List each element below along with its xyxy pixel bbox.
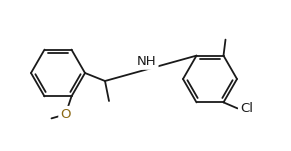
Text: methoxy: methoxy	[43, 118, 50, 119]
Text: Cl: Cl	[240, 102, 253, 115]
Text: NH: NH	[137, 55, 157, 68]
Text: O: O	[60, 108, 71, 121]
